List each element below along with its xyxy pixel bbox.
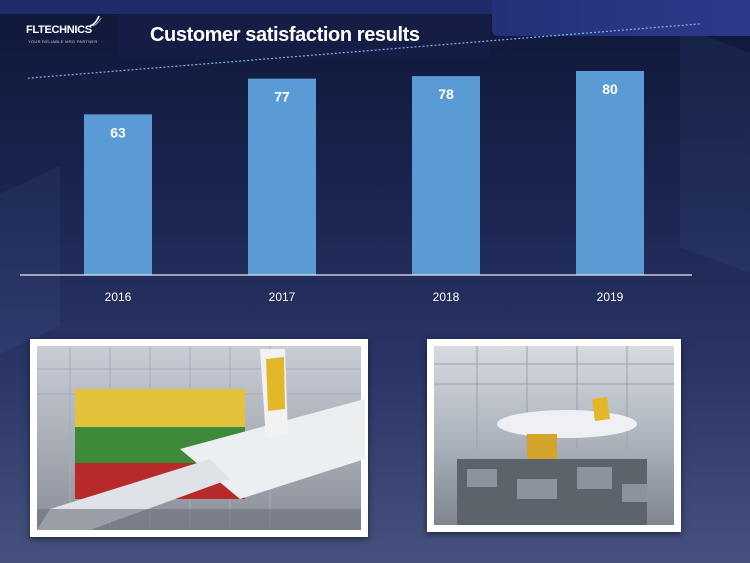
page-title: Customer satisfaction results (150, 24, 420, 46)
trendline (27, 23, 701, 79)
hangar-workshop-image (434, 346, 674, 525)
bar-2017 (248, 78, 316, 276)
title-band (118, 14, 490, 58)
company-logo: FLTECHNICS YOUR RELIABLE MRO PARTNER (26, 14, 106, 48)
data-label-2016: 63 (110, 124, 126, 140)
bar-chart: 63 2016 77 2017 78 2018 80 2019 (20, 23, 701, 304)
bar-2018 (412, 76, 480, 275)
hangar-flag-aircraft-photo (30, 339, 368, 537)
bar-2016 (84, 114, 152, 275)
hangar-workshop-photo (427, 339, 681, 532)
x-tick-label-2016: 2016 (105, 290, 132, 304)
x-tick-label-2019: 2019 (597, 290, 624, 304)
data-label-2018: 78 (438, 86, 454, 102)
top-right-band (492, 0, 750, 36)
data-label-2017: 77 (274, 89, 290, 105)
data-label-2019: 80 (602, 81, 618, 97)
hangar-flag-aircraft-image (37, 346, 365, 530)
logo-tagline: YOUR RELIABLE MRO PARTNER (28, 39, 98, 44)
x-tick-label-2017: 2017 (269, 290, 296, 304)
logo-swoosh-icon (89, 15, 102, 27)
bar-2019 (576, 71, 644, 275)
logo-text: FLTECHNICS (26, 24, 92, 36)
x-tick-label-2018: 2018 (433, 290, 460, 304)
